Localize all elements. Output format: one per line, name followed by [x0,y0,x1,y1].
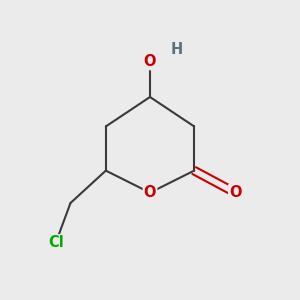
Text: O: O [144,185,156,200]
Text: O: O [144,54,156,69]
Text: Cl: Cl [48,235,64,250]
Text: O: O [229,185,242,200]
Text: H: H [170,42,183,57]
